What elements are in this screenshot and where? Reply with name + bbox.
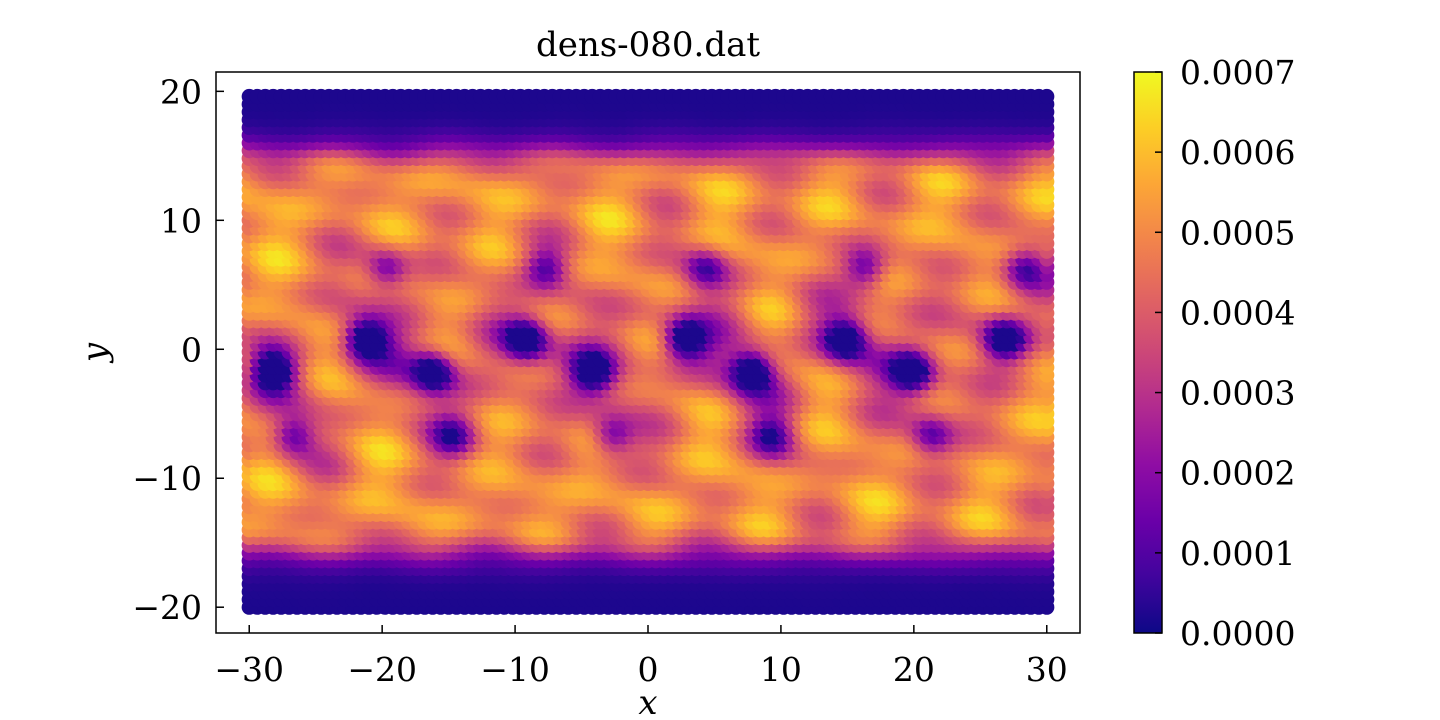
density-heatmap [241, 88, 1055, 615]
